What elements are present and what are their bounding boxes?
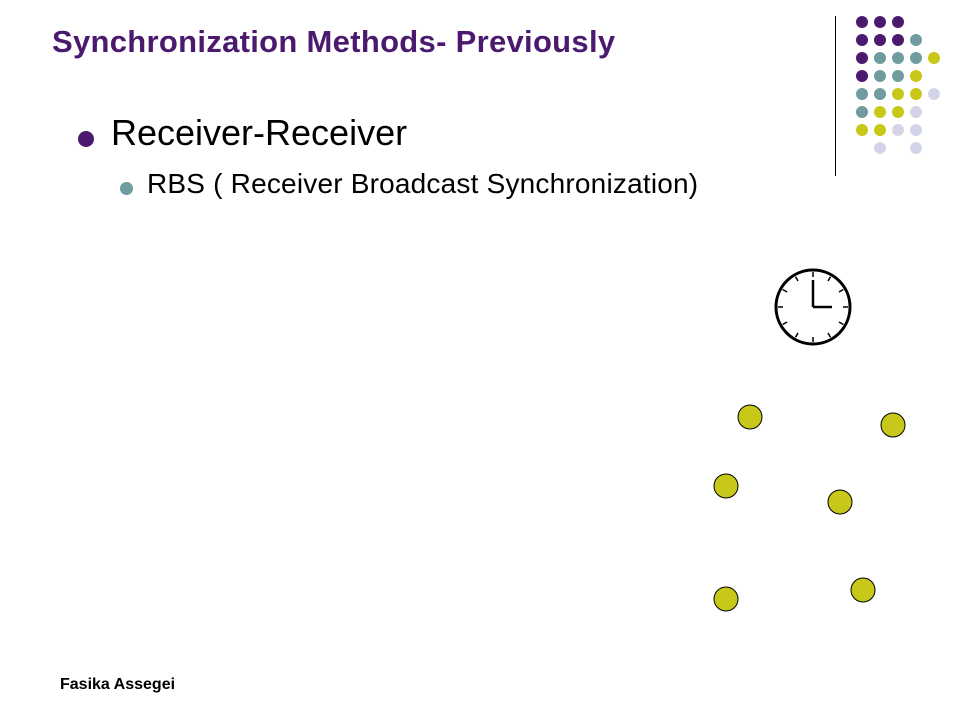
clock-tick — [782, 288, 788, 293]
clock-tick — [794, 276, 799, 282]
grid-dot — [910, 124, 922, 136]
clock-tick — [838, 321, 844, 326]
grid-dot — [856, 106, 868, 118]
grid-dot — [910, 70, 922, 82]
grid-dot — [874, 106, 886, 118]
grid-dot — [910, 34, 922, 46]
grid-dot — [874, 124, 886, 136]
grid-dot — [892, 70, 904, 82]
grid-dot — [856, 52, 868, 64]
bullet-marker — [78, 131, 94, 147]
footer-author: Fasika Assegei — [60, 676, 176, 693]
receiver-node-icon[interactable] — [827, 489, 853, 515]
receiver-node-icon[interactable] — [713, 473, 739, 499]
clock-tick — [827, 276, 832, 282]
grid-dot — [892, 16, 904, 28]
sub-bullet-marker — [120, 182, 133, 195]
receiver-node-icon[interactable] — [713, 586, 739, 612]
clock-tick — [838, 288, 844, 293]
grid-dot — [874, 142, 886, 154]
decorative-dot-grid — [856, 16, 940, 154]
grid-dot — [928, 88, 940, 100]
grid-dot — [856, 124, 868, 136]
grid-dot — [910, 106, 922, 118]
grid-dot — [892, 52, 904, 64]
grid-dot — [856, 88, 868, 100]
grid-dot — [892, 106, 904, 118]
grid-dot — [910, 88, 922, 100]
grid-dot — [910, 52, 922, 64]
grid-dot — [910, 142, 922, 154]
grid-dot — [856, 16, 868, 28]
receiver-node-icon[interactable] — [880, 412, 906, 438]
grid-dot — [928, 52, 940, 64]
sub-bullet-text: RBS ( Receiver Broadcast Synchronization… — [147, 168, 699, 199]
grid-dot — [874, 16, 886, 28]
clock-tick — [782, 321, 788, 326]
grid-dot — [874, 70, 886, 82]
grid-dot — [892, 34, 904, 46]
receiver-node-icon[interactable] — [850, 577, 876, 603]
clock-icon — [774, 268, 852, 346]
receiver-node-icon[interactable] — [737, 404, 763, 430]
grid-dot — [874, 52, 886, 64]
grid-dot — [874, 34, 886, 46]
grid-dot — [892, 88, 904, 100]
slide-title: Synchronization Methods- Previously — [52, 24, 616, 59]
grid-dot — [874, 88, 886, 100]
bullet-text: Receiver-Receiver — [111, 112, 408, 153]
clock-tick — [827, 332, 832, 338]
clock-tick — [794, 332, 799, 338]
grid-dot — [856, 34, 868, 46]
grid-dot — [892, 124, 904, 136]
header-divider — [835, 16, 836, 176]
grid-dot — [856, 70, 868, 82]
